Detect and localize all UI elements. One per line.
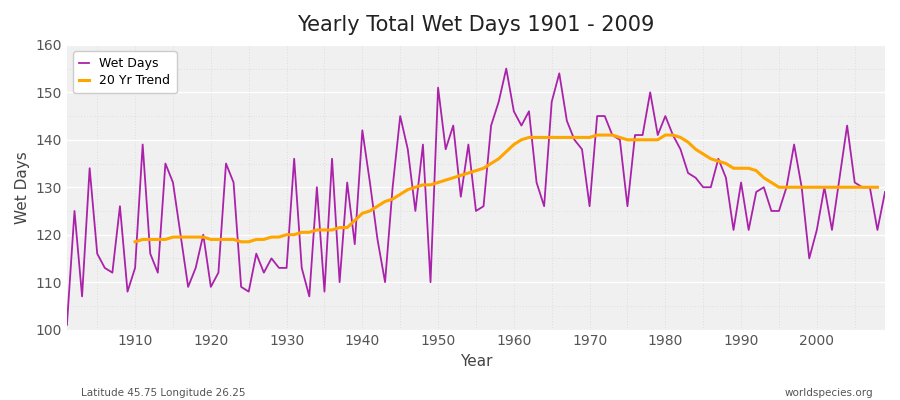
20 Yr Trend (508, 142, 519, 147)
Text: worldspecies.org: worldspecies.org (785, 388, 873, 398)
Wet Days (122, 289, 133, 294)
Line: 20 Yr Trend: 20 Yr Trend (135, 135, 878, 242)
Line: Wet Days: Wet Days (67, 69, 885, 325)
Wet Days (334, 280, 345, 284)
Wet Days (607, 133, 617, 138)
Wet Days (508, 109, 519, 114)
Y-axis label: Wet Days: Wet Days (15, 151, 30, 224)
20 Yr Trend (501, 149, 512, 154)
Wet Days (289, 156, 300, 161)
20 Yr Trend (289, 232, 300, 237)
Text: Latitude 45.75 Longitude 26.25: Latitude 45.75 Longitude 26.25 (81, 388, 246, 398)
Wet Days (61, 322, 72, 327)
X-axis label: Year: Year (460, 354, 492, 369)
Wet Days (516, 123, 526, 128)
20 Yr Trend (334, 225, 345, 230)
20 Yr Trend (599, 133, 610, 138)
Wet Days (879, 190, 890, 194)
Title: Yearly Total Wet Days 1901 - 2009: Yearly Total Wet Days 1901 - 2009 (297, 15, 654, 35)
Legend: Wet Days, 20 Yr Trend: Wet Days, 20 Yr Trend (73, 51, 176, 93)
Wet Days (501, 66, 512, 71)
